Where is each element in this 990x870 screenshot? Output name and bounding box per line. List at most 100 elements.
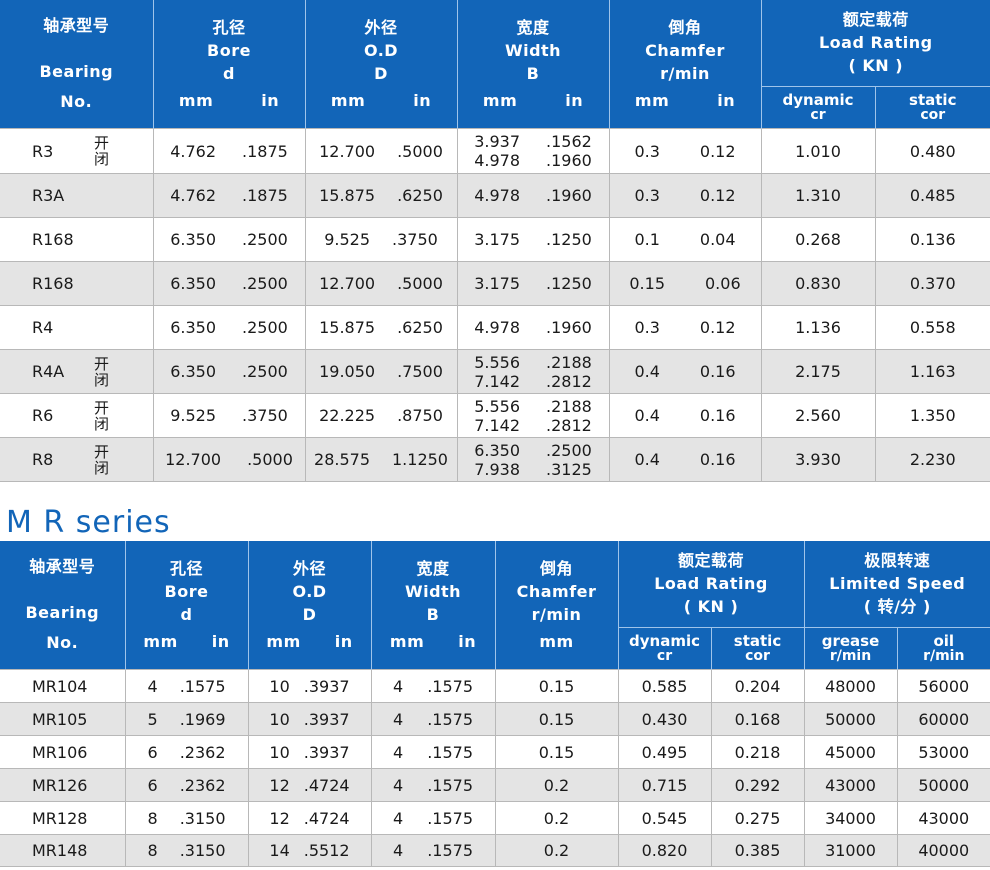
- chamfer-cell: 0.3 0.12: [608, 173, 761, 218]
- mr-load-rating-header: 额定载荷 Load Rating ( KN ): [617, 541, 805, 628]
- value-pair: 12 .4724: [249, 776, 371, 795]
- in-value: 0.16: [699, 406, 736, 425]
- in-unit: in: [458, 632, 477, 651]
- mm-value: 4: [393, 841, 404, 860]
- dynamic-label: dynamic: [782, 91, 854, 110]
- open-closed-mark: 开闭: [94, 400, 109, 432]
- mm-value: 4.762: [170, 141, 216, 161]
- oil-speed-cell: 43000: [896, 801, 990, 835]
- dynamic-cr-cell: 0.430: [617, 702, 711, 736]
- in-value: .2500: [242, 362, 288, 381]
- dynamic-label: dynamic: [629, 632, 700, 651]
- static-cor-cell: 0.275: [710, 801, 805, 835]
- chamfer-header: 倒角 Chamfer r/min mm in: [608, 0, 761, 129]
- in-value: .1575: [427, 775, 473, 795]
- in-value: .3937: [303, 676, 350, 696]
- in-value: .6250: [397, 318, 443, 337]
- width-cell: 4.978 .1960: [456, 173, 609, 218]
- in-unit: in: [717, 91, 736, 110]
- mm-unit: mm: [389, 632, 425, 651]
- od-cn-label: 外径: [292, 559, 326, 578]
- bore-cell: 6.350 .2500: [152, 349, 305, 394]
- value-pair: 5 .1969: [126, 710, 248, 729]
- mm-value: 6.350: [170, 274, 216, 293]
- open-label: 开: [94, 134, 110, 152]
- mm-value: 5.556: [474, 396, 520, 416]
- mm-value: 3.937: [474, 132, 520, 151]
- oil-speed-cell: 53000: [896, 735, 990, 769]
- open-closed-mark: 开闭: [94, 135, 109, 167]
- chamfer-cell: 0.15 0.06: [608, 261, 761, 306]
- oil-label: oil: [933, 632, 955, 651]
- table-row: R3A 4.762 .1875 15.875 .6250 4.978 .1960 0.3 0.1…: [0, 173, 990, 218]
- bearing-no: R3A: [0, 186, 153, 205]
- open-label: 开: [94, 398, 110, 417]
- chamfer-cell: 0.2: [494, 801, 618, 835]
- in-value: .2362: [179, 775, 226, 795]
- bearing-name: R3: [32, 141, 54, 161]
- value-pair: 8 .3150: [126, 841, 248, 860]
- grease-label: grease: [821, 632, 880, 651]
- mr-table-body: MR104 4.1575 10.3937 4.1575 0.15 0.585 0.204 48…: [0, 669, 990, 867]
- in-value: .3937: [303, 709, 350, 729]
- static-header: static cor: [874, 85, 990, 129]
- mm-value: 12.700: [319, 274, 376, 293]
- speed-en-label: Limited Speed: [829, 574, 966, 594]
- mm-value: 4: [393, 742, 404, 762]
- in-value: .1969: [179, 709, 226, 729]
- bore-en-label: Bore: [207, 41, 251, 60]
- value-pair: 4 .1575: [372, 743, 495, 762]
- od-cell: 12 .4724: [247, 768, 371, 802]
- bearing-no: R4: [0, 318, 153, 337]
- dynamic-header: dynamic cr: [760, 85, 875, 129]
- bore-cell: 12.700 .5000: [152, 437, 305, 482]
- bearing-no-cell: R6 开闭: [0, 393, 153, 438]
- bearing-cn-label: 轴承型号: [29, 557, 96, 576]
- table-row: R6 开闭 9.525.3750 22.225.8750 5.556.2188 7.142…: [0, 393, 990, 438]
- value-pair: 12.700 .5000: [306, 142, 457, 161]
- value-pair: 0.4 0.16: [610, 406, 761, 425]
- mr-grease-header: grease r/min: [803, 626, 898, 670]
- bearing-no-cell: R168: [0, 261, 153, 306]
- grease-speed-cell: 48000: [803, 669, 898, 703]
- bearing-name: R6: [32, 406, 54, 425]
- od-cell: 22.225 .8750: [304, 393, 457, 438]
- mm-value: 5: [147, 709, 158, 729]
- bore-cell: 8 .3150: [124, 834, 248, 867]
- mm-value: 8: [147, 808, 158, 828]
- mm-value: 28.575: [314, 450, 370, 469]
- od-cell: 12.700 .5000: [304, 261, 457, 306]
- closed-label: 闭: [94, 458, 110, 477]
- bearing-name: R3A: [32, 186, 65, 205]
- value-pair: 10 .3937: [249, 710, 371, 729]
- rmin-label: r/min: [829, 648, 872, 665]
- dynamic-cr-cell: 0.495: [617, 735, 711, 769]
- mr-static-header: static cor: [710, 626, 805, 670]
- width-sym-label: B: [426, 605, 440, 624]
- bearing-no-cell: MR105: [0, 702, 125, 736]
- grease-speed-cell: 31000: [803, 834, 898, 867]
- static-cor-cell: 0.218: [710, 735, 805, 769]
- mm-unit: mm: [330, 91, 366, 110]
- mm-value: 7.142: [474, 415, 520, 435]
- width-values: 3.937 .1562 4.978 .1960: [458, 132, 609, 170]
- chamfer-cell: 0.15: [494, 735, 618, 769]
- mm-value: 6.350: [170, 318, 216, 337]
- bore-en-label: Bore: [164, 582, 209, 601]
- mm-unit: mm: [178, 91, 214, 110]
- load-rating-header: 额定载荷 Load Rating ( KN ): [760, 0, 990, 87]
- value-pair: 19.050 .7500: [306, 362, 457, 381]
- dynamic-cr-cell: 0.545: [617, 801, 711, 835]
- in-value: .2812: [546, 371, 592, 391]
- speed-cn-label: 极限转速: [864, 551, 931, 571]
- mm-value: 6: [147, 742, 158, 762]
- width-sym-label: B: [526, 64, 540, 83]
- width-cell: 4 .1575: [370, 702, 495, 736]
- mm-value: 8: [147, 841, 158, 860]
- width-cell: 6.350 .2500 7.938 .3125: [456, 437, 609, 482]
- chamfer-unit-label: r/min: [531, 605, 582, 624]
- oil-speed-cell: 40000: [896, 834, 990, 867]
- mm-value: 4: [393, 676, 404, 696]
- grease-speed-cell: 50000: [803, 702, 898, 736]
- value-pair: 9.525 .3750: [154, 406, 305, 425]
